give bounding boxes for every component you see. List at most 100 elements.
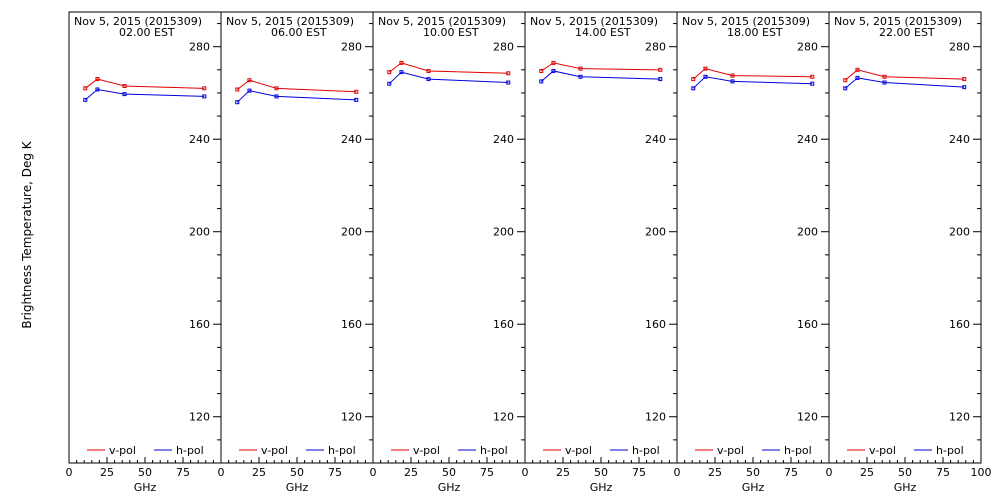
y-tick-label: 280	[949, 41, 970, 54]
series-line-v-pol	[84, 78, 205, 89]
legend-label-v-pol: v-pol	[261, 444, 288, 457]
x-tick-label: 0	[218, 466, 225, 479]
data-point-h-pol	[83, 97, 88, 102]
y-tick-label: 120	[493, 411, 514, 424]
data-point-v-pol	[399, 60, 404, 65]
x-tick-label: 75	[784, 466, 798, 479]
x-axis-label: GHz	[590, 481, 613, 494]
data-point-h-pol	[855, 75, 860, 80]
series-line-v-pol	[844, 69, 965, 81]
data-point-v-pol	[551, 60, 556, 65]
panel-time: 02.00 EST	[119, 26, 175, 39]
x-axis-label: GHz	[134, 481, 157, 494]
series-line-h-pol	[540, 70, 661, 82]
y-tick-label: 160	[949, 318, 970, 331]
series-line-h-pol	[84, 88, 205, 101]
legend-label-v-pol: v-pol	[717, 444, 744, 457]
legend-label-h-pol: h-pol	[328, 444, 356, 457]
data-point-h-pol	[122, 92, 127, 97]
panel-date: Nov 5, 2015 (2015309)	[530, 15, 658, 28]
x-tick-label: 50	[290, 466, 304, 479]
data-point-h-pol	[730, 79, 735, 84]
y-tick-label: 120	[949, 411, 970, 424]
y-tick-label: 160	[645, 318, 666, 331]
data-point-v-pol	[658, 67, 663, 72]
x-tick-label: 75	[632, 466, 646, 479]
x-tick-label: 25	[252, 466, 266, 479]
data-point-v-pol	[387, 70, 392, 75]
y-axis-label: Brightness Temperature, Deg K	[20, 140, 34, 328]
x-tick-label: 0	[370, 466, 377, 479]
series-line-v-pol	[692, 68, 813, 80]
x-tick-label: 75	[936, 466, 950, 479]
data-point-v-pol	[730, 73, 735, 78]
y-tick-label: 280	[645, 41, 666, 54]
data-point-v-pol	[855, 67, 860, 72]
series-line-v-pol	[388, 62, 509, 74]
series-line-h-pol	[388, 71, 509, 85]
data-point-h-pol	[691, 86, 696, 91]
y-tick-label: 240	[949, 133, 970, 146]
panel-date: Nov 5, 2015 (2015309)	[834, 15, 962, 28]
data-point-h-pol	[426, 77, 431, 82]
legend-label-h-pol: h-pol	[936, 444, 964, 457]
y-tick-label: 120	[189, 411, 210, 424]
data-point-h-pol	[399, 70, 404, 75]
series-line-v-pol	[540, 62, 661, 72]
x-tick-label: 0	[826, 466, 833, 479]
x-tick-label: 50	[138, 466, 152, 479]
data-point-h-pol	[551, 68, 556, 73]
panel-6: Nov 5, 2015 (2015309)22.00 EST 120 160 200 2…	[826, 11, 992, 494]
panel-4: Nov 5, 2015 (2015309)14.00 EST 120 160 200 2…	[522, 11, 678, 494]
data-point-h-pol	[539, 79, 544, 84]
y-tick-label: 240	[341, 133, 362, 146]
panel-date: Nov 5, 2015 (2015309)	[682, 15, 810, 28]
panel-3: Nov 5, 2015 (2015309)10.00 EST 120 160 200 2…	[370, 11, 526, 494]
panel-time: 06.00 EST	[271, 26, 327, 39]
y-tick-label: 240	[645, 133, 666, 146]
data-point-v-pol	[83, 86, 88, 91]
panel-date: Nov 5, 2015 (2015309)	[378, 15, 506, 28]
x-tick-label: 25	[708, 466, 722, 479]
y-tick-label: 240	[797, 133, 818, 146]
data-point-h-pol	[202, 94, 207, 99]
y-tick-label: 160	[341, 318, 362, 331]
series-line-v-pol	[236, 79, 357, 93]
data-point-v-pol	[426, 68, 431, 73]
y-tick-label: 280	[797, 41, 818, 54]
data-point-v-pol	[962, 77, 967, 82]
x-tick-label: 75	[480, 466, 494, 479]
panel-time: 10.00 EST	[423, 26, 479, 39]
data-point-v-pol	[247, 78, 252, 83]
y-tick-label: 240	[493, 133, 514, 146]
x-tick-label: 75	[328, 466, 342, 479]
y-tick-label: 280	[493, 41, 514, 54]
y-tick-label: 160	[493, 318, 514, 331]
x-tick-label: 50	[898, 466, 912, 479]
data-point-v-pol	[95, 77, 100, 82]
data-point-v-pol	[202, 86, 207, 91]
x-axis-label: GHz	[894, 481, 917, 494]
y-tick-label: 200	[189, 226, 210, 239]
y-tick-label: 200	[797, 226, 818, 239]
data-point-h-pol	[962, 85, 967, 90]
x-axis-label: GHz	[286, 481, 309, 494]
panel-1: Nov 5, 2015 (2015309)02.00 EST 120 160 200 2…	[66, 11, 222, 494]
data-point-h-pol	[882, 80, 887, 85]
y-tick-label: 240	[189, 133, 210, 146]
y-tick-label: 120	[341, 411, 362, 424]
panel-5: Nov 5, 2015 (2015309)18.00 EST 120 160 200 2…	[674, 11, 830, 494]
panel-2: Nov 5, 2015 (2015309)06.00 EST 120 160 200 2…	[218, 11, 374, 494]
x-tick-label: 0	[674, 466, 681, 479]
x-tick-label: 25	[860, 466, 874, 479]
panel-time: 14.00 EST	[575, 26, 631, 39]
legend-label-v-pol: v-pol	[565, 444, 592, 457]
y-tick-label: 160	[797, 318, 818, 331]
data-point-v-pol	[843, 78, 848, 83]
legend-label-h-pol: h-pol	[632, 444, 660, 457]
data-point-v-pol	[691, 77, 696, 82]
x-axis-label: GHz	[742, 481, 765, 494]
data-point-v-pol	[882, 74, 887, 79]
legend-label-h-pol: h-pol	[784, 444, 812, 457]
